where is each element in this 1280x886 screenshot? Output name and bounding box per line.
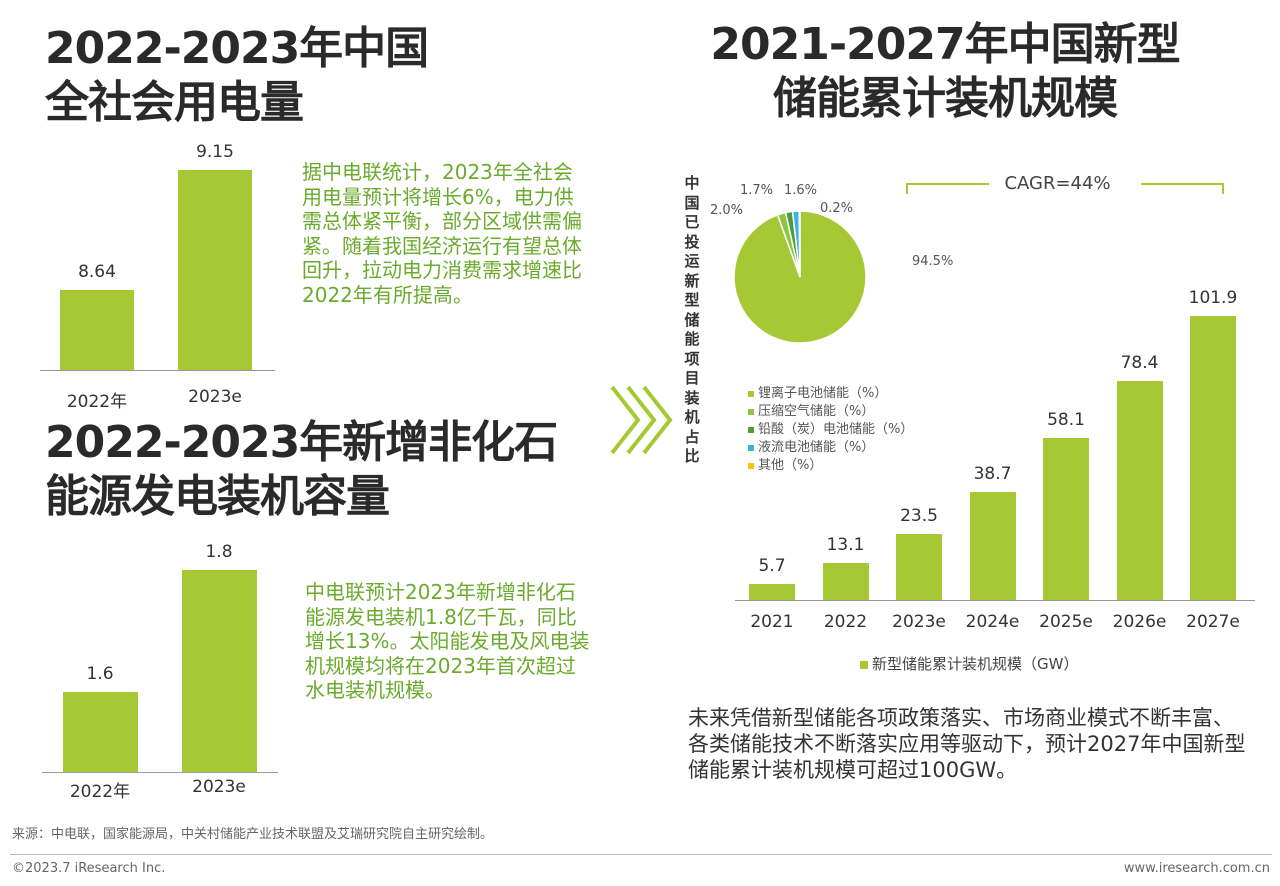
website-link[interactable]: www.iresearch.com.cn (1123, 861, 1270, 876)
bar (896, 534, 942, 600)
x-tick-label: 2025e (1039, 612, 1093, 632)
nonfossil-description: 中电联预计2023年新增非化石能源发电装机1.8亿千瓦，同比增长13%。太阳能发… (305, 580, 590, 702)
title-line: 2021-2027年中国新型 (710, 19, 1180, 70)
title-line: 能源发电装机容量 (45, 471, 390, 522)
title-nonfossil: 2022-2023年新增非化石 能源发电装机容量 (45, 416, 558, 524)
bar-value-label: 23.5 (900, 506, 938, 527)
legend-swatch (860, 660, 868, 669)
title-electricity: 2022-2023年中国 全社会用电量 (45, 22, 429, 130)
x-tick-label: 2023e (892, 612, 946, 632)
x-tick-label: 2021 (750, 612, 794, 632)
bar-value-label: 101.9 (1188, 287, 1238, 308)
legend-item: 铅酸（炭）电池储能（%） (748, 421, 913, 439)
pie-slice-label: 1.6% (784, 183, 817, 198)
title-storage: 2021-2027年中国新型 储能累计装机规模 (690, 18, 1200, 126)
x-tick-label: 2026e (1112, 612, 1167, 632)
cagr-bracket (906, 183, 1224, 194)
x-tick-label: 2023e (188, 387, 242, 407)
legend-item: 液流电池储能（%） (748, 439, 913, 457)
legend-swatch (748, 444, 754, 451)
x-axis-line (735, 600, 1255, 601)
legend-label: 压缩空气储能（%） (758, 404, 875, 419)
pie-side-label: 中国已投运新型储能项目装机占比 (684, 174, 700, 465)
storage-description: 未来凭借新型储能各项政策落实、市场商业模式不断丰富、各类储能技术不断落实应用等驱… (688, 706, 1246, 782)
x-axis-line (40, 370, 275, 371)
bar (1116, 381, 1163, 600)
x-tick-label: 2022 (823, 612, 868, 632)
x-tick-label: 2027e (1186, 612, 1240, 632)
bar (1190, 315, 1236, 600)
legend-item: 锂离子电池储能（%） (748, 385, 913, 403)
bar (60, 289, 134, 370)
bar-value-label: 78.4 (1120, 353, 1159, 374)
x-tick-label: 2024e (965, 612, 1020, 632)
pie-slice-label: 1.7% (740, 183, 773, 198)
bar-value-label: 1.8 (205, 541, 233, 562)
pie-legend: 锂离子电池储能（%） 压缩空气储能（%） 铅酸（炭）电池储能（%） 液流电池储能（%）… (748, 385, 913, 475)
legend-swatch (748, 408, 754, 415)
bar (969, 492, 1016, 600)
pie-slice-label: 0.2% (820, 201, 853, 216)
x-tick-label: 2023e (192, 777, 246, 797)
legend-label: 液流电池储能（%） (758, 440, 875, 455)
bar-value-label: 13.1 (826, 535, 865, 556)
bar-value-label: 58.1 (1047, 409, 1085, 430)
pie-chart: 94.5% 2.0% 1.7% 1.6%0.2% (710, 183, 953, 344)
legend-label: 铅酸（炭）电池储能（%） (758, 422, 914, 437)
legend-item: 压缩空气储能（%） (748, 403, 913, 421)
legend-item: 其他（%） (748, 457, 913, 475)
footer-divider (10, 854, 1272, 855)
electricity-description: 据中电联统计，2023年全社会用电量预计将增长6%，电力供需总体紧平衡，部分区域… (302, 160, 582, 307)
bar (178, 169, 252, 370)
legend-label: 新型储能累计装机规模（GW） (872, 655, 1079, 673)
title-line: 储能累计装机规模 (773, 73, 1118, 124)
copyright: ©2023.7 iResearch Inc. (12, 861, 166, 876)
bar-value-label: 38.7 (973, 464, 1012, 484)
x-axis-line (42, 772, 278, 773)
title-line: 2022-2023年中国 (45, 23, 429, 74)
legend-swatch (748, 390, 754, 397)
bar (1043, 437, 1089, 600)
bar-value-label: 1.6 (86, 664, 114, 685)
storage-legend: 新型储能累计装机规模（GW） (860, 653, 1078, 674)
legend-swatch (748, 426, 754, 433)
bar (181, 569, 257, 772)
bar-value-label: 8.64 (78, 261, 116, 282)
legend-label: 其他（%） (758, 458, 823, 473)
title-line: 全社会用电量 (45, 77, 304, 128)
bar-value-label: 5.7 (758, 556, 786, 577)
title-line: 2022-2023年新增非化石 (45, 417, 558, 468)
legend-swatch (748, 462, 754, 469)
pie-slice (798, 210, 801, 278)
source-note: 来源：中电联，国家能源局，中关村储能产业技术联盟及艾瑞研究院自主研究绘制。 (12, 827, 494, 842)
cagr-label: CAGR=44% (1004, 173, 1111, 194)
legend-label: 锂离子电池储能（%） (758, 386, 888, 401)
bar (822, 563, 869, 600)
storage-bar-chart (0, 0, 1, 1)
bar (749, 584, 795, 600)
x-tick-label: 2022年 (69, 782, 131, 802)
chevron-arrows-icon (610, 385, 673, 455)
x-tick-label: 2022年 (66, 392, 128, 412)
pie-slice-label: 94.5% (912, 254, 953, 269)
bar-value-label: 9.15 (196, 141, 234, 162)
pie-slice-label: 2.0% (710, 203, 743, 218)
bar (62, 692, 138, 772)
